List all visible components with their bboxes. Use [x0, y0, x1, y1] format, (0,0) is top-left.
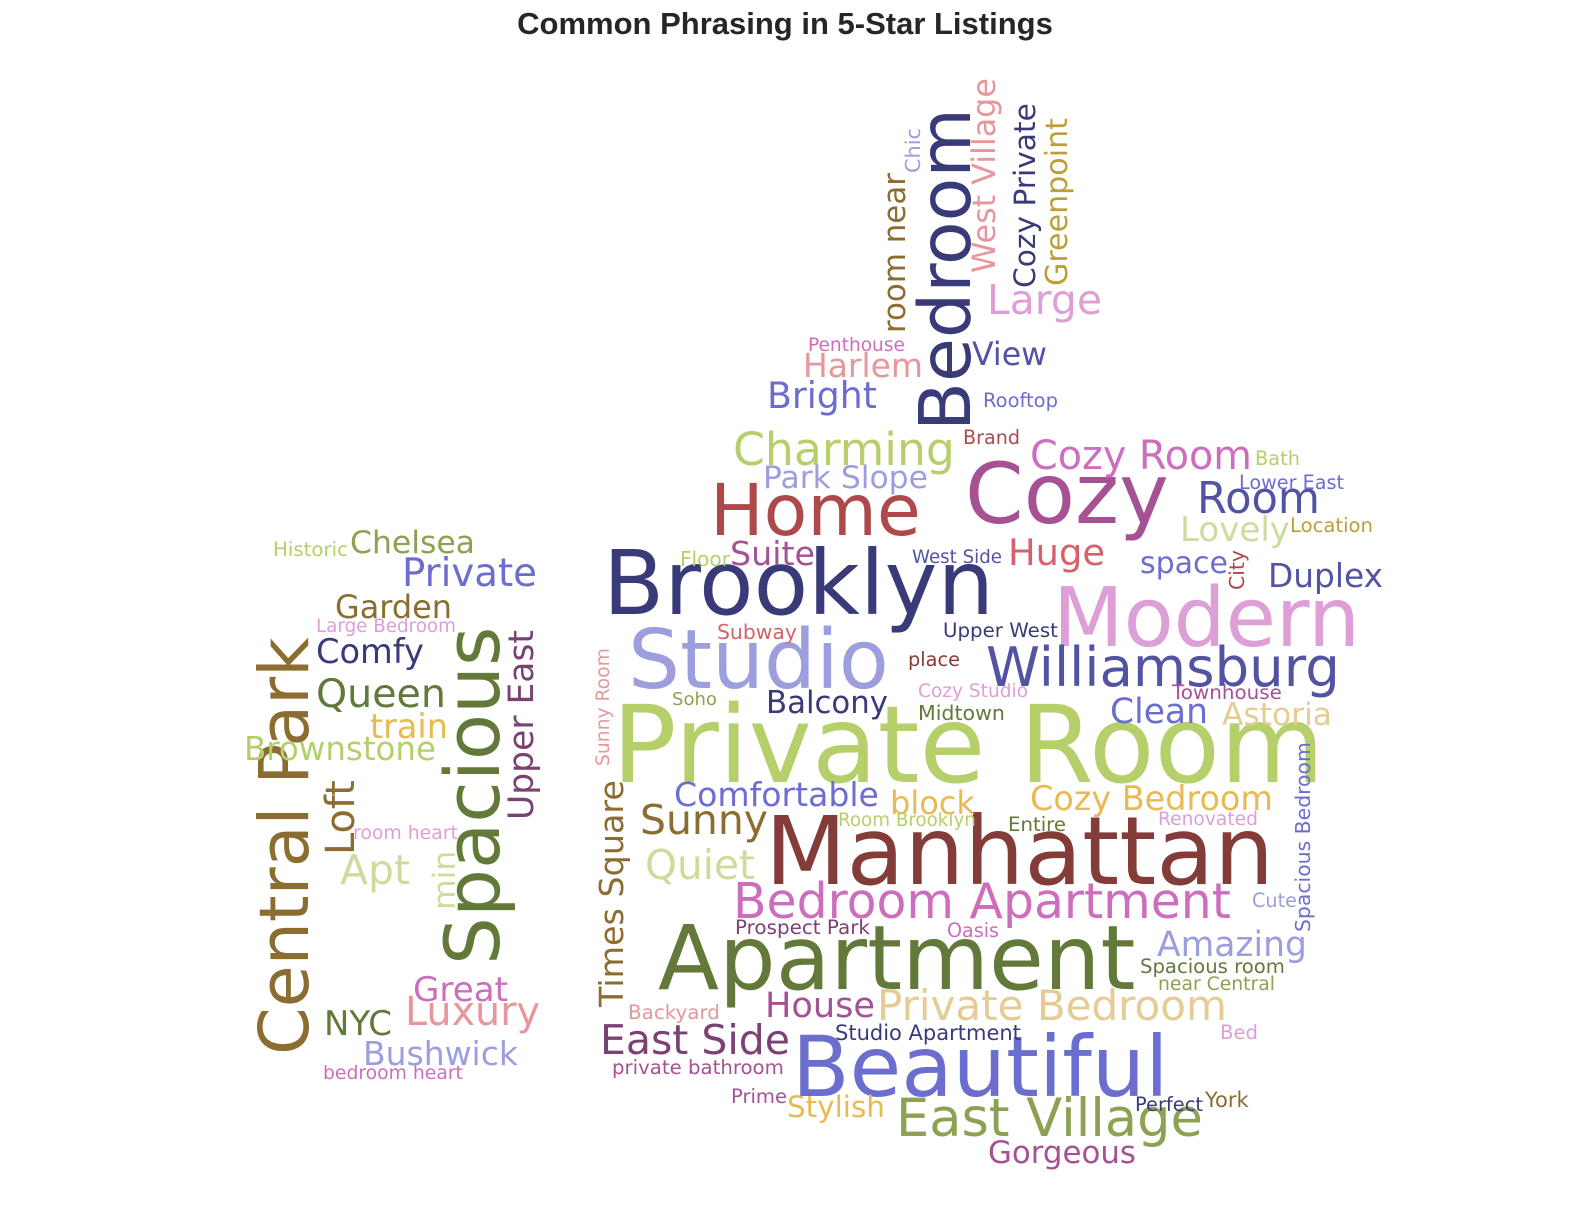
word-penthouse: Penthouse: [808, 335, 905, 356]
word-room-near: room near: [877, 173, 913, 333]
word-room-brooklyn: Room Brooklyn: [838, 810, 976, 831]
word-stylish: Stylish: [787, 1090, 885, 1124]
word-west-village: West Village: [967, 78, 1003, 273]
word-city: City: [1225, 550, 1249, 590]
word-soho: Soho: [672, 689, 717, 710]
word-clean: Clean: [1110, 692, 1208, 732]
word-apartment: Apartment: [658, 907, 1136, 1011]
word-chic: Chic: [901, 128, 925, 173]
word-upper-east: Upper East: [502, 630, 542, 820]
word-bedroom-heart: bedroom heart: [323, 1063, 463, 1084]
word-manhattan: Manhattan: [765, 797, 1275, 907]
word-bath: Bath: [1255, 447, 1300, 470]
word-cozy: Cozy: [965, 445, 1169, 543]
word-astoria: Astoria: [1222, 697, 1332, 733]
word-oasis: Oasis: [947, 919, 999, 942]
word-place: place: [908, 648, 960, 671]
word-cozy-private: Cozy Private: [1007, 103, 1042, 288]
word-brownstone: Brownstone: [244, 730, 436, 768]
word-west-side: West Side: [912, 547, 1002, 568]
word-private: Private: [402, 551, 537, 596]
word-bed: Bed: [1220, 1021, 1258, 1044]
word-historic: Historic: [273, 538, 348, 561]
word-comfortable: Comfortable: [674, 775, 879, 814]
word-bedroom-apartment: Bedroom Apartment: [733, 873, 1231, 930]
word-perfect: Perfect: [1135, 1093, 1203, 1116]
word-private-bathroom: private bathroom: [612, 1056, 784, 1079]
word-beautiful: Beautiful: [792, 1018, 1169, 1116]
word-prime: Prime: [731, 1085, 787, 1108]
word-view: View: [972, 337, 1047, 373]
word-cozy-bedroom: Cozy Bedroom: [1030, 779, 1273, 818]
word-large: Large: [987, 276, 1102, 324]
word-room-heart: room heart: [353, 823, 458, 844]
word-renovated: Renovated: [1158, 809, 1258, 830]
word-backyard: Backyard: [628, 1001, 720, 1024]
word-room: Room: [1197, 474, 1320, 524]
word-east-side: East Side: [600, 1016, 790, 1064]
word-quiet: Quiet: [645, 841, 755, 889]
word-huge: Huge: [1008, 531, 1105, 574]
word-space: space: [1140, 546, 1228, 581]
word-sunny: Sunny: [640, 796, 768, 844]
word-harlem: Harlem: [803, 346, 923, 385]
word-cozy-studio: Cozy Studio: [918, 681, 1028, 702]
word-upper-west: Upper West: [943, 619, 1058, 642]
word-private-bedroom: Private Bedroom: [877, 981, 1227, 1030]
word-park-slope: Park Slope: [763, 460, 928, 496]
word-suite: Suite: [730, 534, 815, 573]
word-queen: Queen: [316, 671, 446, 717]
word-nyc: NYC: [324, 1004, 392, 1044]
word-cute: Cute: [1252, 889, 1297, 912]
word-floor: Floor: [680, 547, 730, 571]
word-spacious: Spacious: [429, 626, 517, 965]
word-private-room: Private Room: [612, 684, 1325, 808]
word-midtown: Midtown: [918, 701, 1005, 725]
word-balcony: Balcony: [766, 685, 888, 721]
word-cozy-room: Cozy Room: [1030, 433, 1252, 479]
word-bright: Bright: [767, 374, 877, 417]
word-large-bedroom: Large Bedroom: [316, 616, 456, 637]
word-modern: Modern: [1053, 571, 1360, 666]
word-apt: Apt: [340, 846, 410, 894]
word-subway: Subway: [717, 620, 797, 644]
word-entire: Entire: [1008, 813, 1066, 836]
word-duplex: Duplex: [1268, 557, 1383, 595]
word-lower-east: Lower East: [1239, 471, 1344, 494]
word-location: Location: [1290, 514, 1373, 537]
word-luxury: Luxury: [405, 989, 541, 1035]
word-townhouse: Townhouse: [1172, 681, 1282, 704]
word-block: block: [890, 784, 975, 822]
word-rooftop: Rooftop: [983, 389, 1058, 412]
word-chelsea: Chelsea: [350, 525, 475, 561]
word-brand: Brand: [963, 426, 1020, 449]
word-garden: Garden: [335, 588, 452, 626]
word-lovely: Lovely: [1180, 510, 1290, 550]
word-bushwick: Bushwick: [363, 1034, 518, 1073]
word-greenpoint: Greenpoint: [1040, 118, 1075, 286]
word-amazing: Amazing: [1157, 925, 1307, 965]
word-comfy: Comfy: [316, 632, 424, 671]
word-near-central: near Central: [1158, 974, 1275, 995]
word-train: train: [370, 707, 448, 746]
word-studio-apartment: Studio Apartment: [835, 1021, 1021, 1045]
word-studio: Studio: [628, 613, 889, 708]
word-brooklyn: Brooklyn: [603, 532, 995, 636]
word-spacious-room: Spacious room: [1140, 955, 1285, 978]
word-min: min: [427, 850, 463, 910]
word-york: York: [1205, 1088, 1249, 1112]
word-home: Home: [710, 469, 921, 552]
word-great: Great: [413, 970, 508, 1010]
word-times-square: Times Square: [592, 780, 631, 1007]
word-prospect-park: Prospect Park: [735, 916, 870, 939]
word-east-village: East Village: [896, 1088, 1203, 1149]
chart-title: Common Phrasing in 5-Star Listings: [517, 6, 1053, 41]
word-sunny-room: Sunny Room: [593, 648, 614, 766]
word-williamsburg: Williamsburg: [986, 635, 1340, 699]
word-central-park: Central Park: [246, 637, 325, 1055]
word-charming: Charming: [733, 423, 955, 476]
word-house: House: [765, 985, 875, 1026]
word-gorgeous: Gorgeous: [988, 1135, 1136, 1171]
